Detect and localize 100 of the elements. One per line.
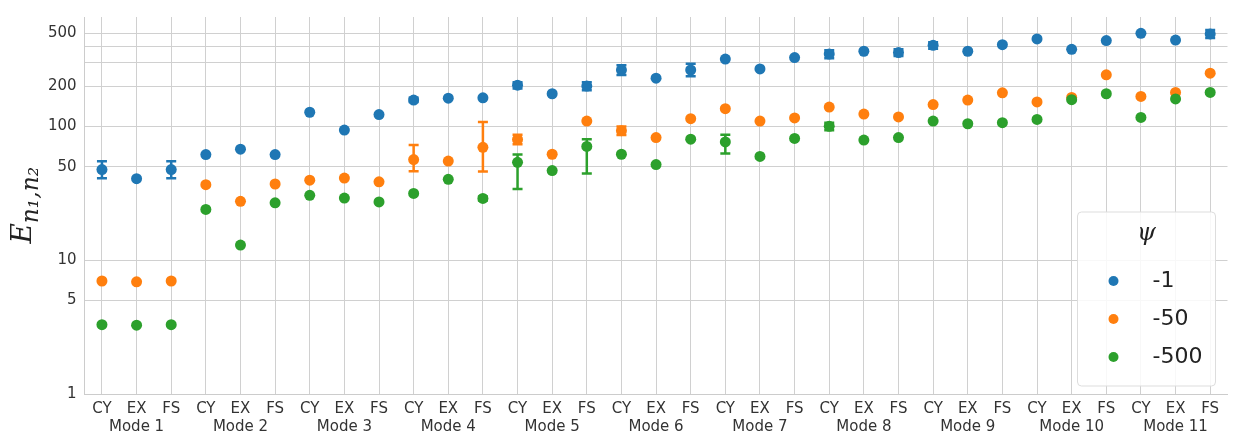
point bbox=[1204, 67, 1216, 79]
x-tick-label: FS bbox=[370, 398, 388, 417]
text: Mode 5 bbox=[524, 417, 580, 436]
point bbox=[373, 109, 385, 121]
point bbox=[1170, 93, 1182, 105]
point bbox=[165, 319, 177, 331]
x-tick-label: FS bbox=[162, 398, 181, 417]
x-tick-label: EX bbox=[542, 398, 563, 417]
point bbox=[1135, 90, 1147, 102]
x-tick-label: FS bbox=[993, 398, 1012, 417]
point bbox=[373, 196, 385, 208]
x-tick-label: EX bbox=[334, 398, 355, 417]
point bbox=[546, 165, 558, 177]
point bbox=[962, 118, 974, 130]
point bbox=[823, 101, 835, 113]
x-tick-label: EX bbox=[853, 398, 874, 417]
x-tick-label: FS bbox=[577, 398, 596, 417]
point bbox=[269, 197, 281, 209]
point bbox=[96, 319, 108, 331]
point bbox=[1031, 113, 1043, 125]
x-tick-label: CY bbox=[300, 398, 321, 417]
point bbox=[789, 132, 801, 144]
x-tick-label: CY bbox=[819, 398, 840, 417]
point bbox=[200, 149, 212, 161]
point bbox=[304, 106, 316, 118]
y-tick-label: 1 bbox=[67, 383, 77, 402]
point bbox=[719, 103, 731, 115]
point bbox=[165, 164, 177, 176]
point bbox=[892, 132, 904, 144]
point bbox=[408, 154, 420, 166]
point bbox=[408, 187, 420, 199]
point bbox=[1100, 35, 1112, 47]
point bbox=[996, 39, 1008, 51]
point bbox=[1135, 111, 1147, 123]
text: Mode 1 bbox=[108, 417, 165, 436]
point bbox=[1204, 86, 1216, 98]
x-tick-label: EX bbox=[750, 398, 770, 417]
x-tick-label: FS bbox=[473, 398, 492, 417]
point bbox=[685, 133, 697, 145]
x-tick-label: CY bbox=[1027, 398, 1048, 417]
point bbox=[165, 275, 177, 287]
point bbox=[200, 203, 212, 215]
x-tick-label: EX bbox=[646, 398, 666, 417]
point bbox=[442, 155, 454, 167]
point bbox=[927, 99, 939, 111]
x-tick-label: EX bbox=[126, 398, 147, 417]
x-tick-label: CY bbox=[92, 398, 113, 417]
point bbox=[927, 115, 939, 127]
point bbox=[1066, 43, 1078, 55]
point bbox=[996, 117, 1008, 129]
x-tick-label: FS bbox=[889, 398, 908, 417]
x-tick-label: EX bbox=[1061, 398, 1082, 417]
x-tick-label: CY bbox=[923, 398, 944, 417]
y-tick-label: 500 bbox=[47, 23, 77, 42]
point bbox=[789, 112, 801, 124]
point bbox=[858, 108, 870, 120]
y-tick-label: 5 bbox=[67, 290, 77, 309]
point bbox=[754, 115, 766, 127]
point bbox=[442, 92, 454, 104]
x-tick-label: FS bbox=[681, 398, 700, 417]
point bbox=[1031, 96, 1043, 108]
text: Mode 8 bbox=[836, 417, 892, 436]
point bbox=[892, 111, 904, 123]
point bbox=[615, 148, 627, 160]
text: Mode 11 bbox=[1143, 417, 1208, 436]
legend-title: ψ bbox=[1137, 218, 1158, 247]
point bbox=[719, 53, 731, 65]
point bbox=[304, 189, 316, 201]
text: Mode 7 bbox=[732, 417, 788, 436]
x-tick-label: FS bbox=[785, 398, 804, 417]
text: Mode 3 bbox=[316, 417, 372, 436]
point bbox=[546, 148, 558, 160]
point bbox=[304, 174, 316, 186]
point bbox=[234, 239, 246, 251]
point bbox=[754, 63, 766, 75]
x-tick-label: FS bbox=[1201, 398, 1220, 417]
legend-label: -1 bbox=[1152, 266, 1175, 292]
point bbox=[131, 319, 143, 331]
x-tick-label: EX bbox=[957, 398, 978, 417]
x-tick-label: EX bbox=[230, 398, 251, 417]
point bbox=[685, 113, 697, 125]
x-tick-label: CY bbox=[1131, 398, 1152, 417]
point bbox=[1135, 27, 1147, 39]
point bbox=[996, 87, 1008, 99]
point bbox=[1031, 33, 1043, 45]
point bbox=[789, 52, 801, 64]
point bbox=[131, 173, 143, 185]
point bbox=[338, 192, 350, 204]
point bbox=[131, 276, 143, 288]
x-tick-label: EX bbox=[438, 398, 459, 417]
x-tick-label: CY bbox=[715, 398, 736, 417]
point bbox=[269, 178, 281, 190]
point bbox=[477, 92, 489, 104]
point bbox=[546, 88, 558, 100]
point bbox=[96, 164, 108, 176]
point bbox=[581, 115, 593, 127]
point bbox=[1170, 34, 1182, 46]
x-tick-label: EX bbox=[1165, 398, 1186, 417]
point bbox=[858, 134, 870, 146]
x-tick-label: CY bbox=[507, 398, 529, 417]
